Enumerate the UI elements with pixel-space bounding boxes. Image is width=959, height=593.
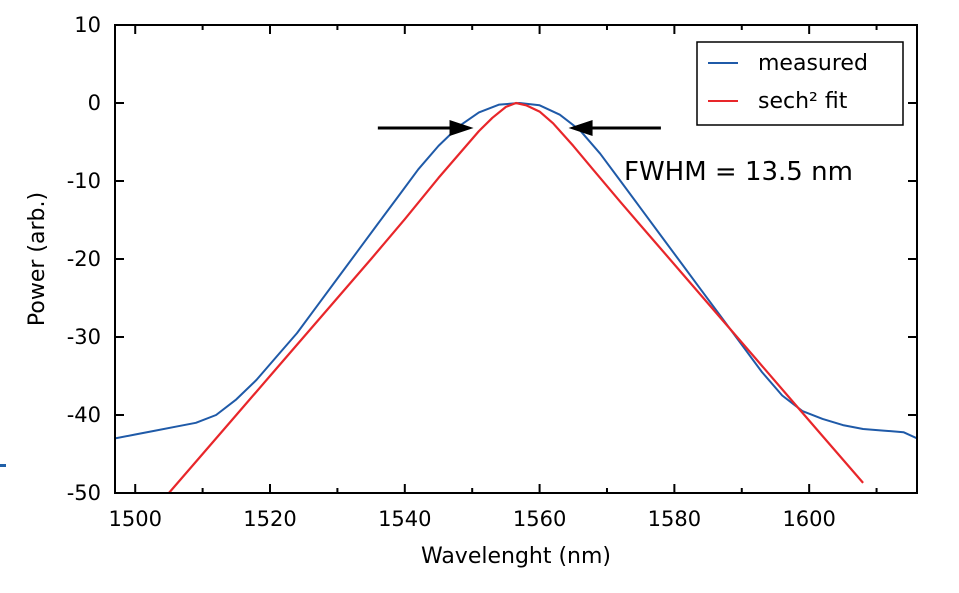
y-tick-label: -10 (67, 169, 101, 193)
x-tick-label: 1540 (378, 507, 431, 531)
x-tick-label: 1600 (782, 507, 835, 531)
tick-layer (115, 24, 917, 494)
series-line-sech2-fit (168, 101, 864, 493)
y-tick-label: -40 (67, 403, 101, 427)
y-tick-label: -20 (67, 247, 101, 271)
fwhm-arrow-head (568, 119, 593, 136)
tick-labels: 1500 1520 1540 1560 1580 1600 10 0 -10 -20 -30 -40 -… (67, 13, 836, 531)
y-axis-label: Power (arb.) (25, 192, 50, 326)
x-tick-label: 1580 (648, 507, 701, 531)
legend-label-sech2-fit: sech² fit (758, 89, 848, 114)
y-tick-label: -30 (67, 325, 101, 349)
legend: measured sech² fit (696, 41, 904, 126)
arrow-layer (377, 119, 661, 136)
x-axis-label: Wavelenght (nm) (421, 544, 611, 569)
fwhm-annotation: FWHM = 13.5 nm (624, 157, 853, 187)
fwhm-arrow-head (449, 119, 474, 136)
y-tick-label: 10 (74, 13, 101, 37)
x-tick-label: 1520 (243, 507, 296, 531)
edge-mark (0, 464, 6, 467)
legend-box (696, 41, 904, 126)
y-tick-label: -50 (67, 481, 101, 505)
series-line-measured (115, 102, 917, 440)
x-tick-label: 1560 (513, 507, 566, 531)
series-layer (115, 101, 917, 493)
x-tick-label: 1500 (108, 507, 161, 531)
legend-label-measured: measured (758, 51, 868, 76)
y-tick-label: 0 (88, 91, 101, 115)
